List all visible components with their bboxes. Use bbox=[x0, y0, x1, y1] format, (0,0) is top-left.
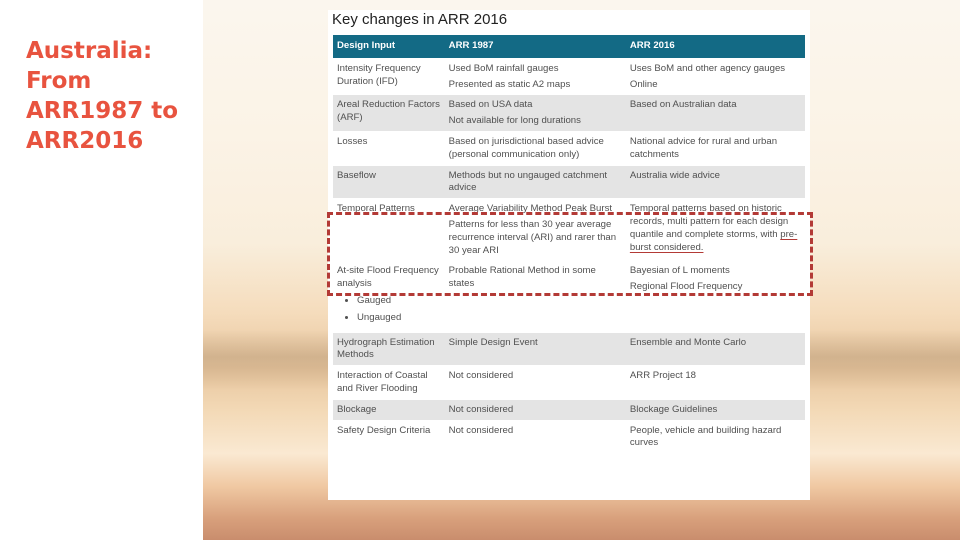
design-input-cell: Safety Design Criteria bbox=[333, 419, 445, 454]
cell-text: Temporal patterns based on historic reco… bbox=[629, 203, 789, 240]
table-row: Interaction of Coastal and River Floodin… bbox=[333, 365, 805, 400]
arr2016-cell: Blockage Guidelines bbox=[625, 398, 805, 421]
cell-line: National advice for rural and urban catc… bbox=[629, 135, 778, 160]
arr2016-cell: Ensemble and Monte Carlo bbox=[625, 331, 805, 366]
left-panel: Australia: From ARR1987 to ARR2016 bbox=[0, 0, 203, 540]
arr1987-cell: Not considered bbox=[444, 365, 626, 400]
table-row: Areal Reduction Factors (ARF) Based on U… bbox=[333, 94, 805, 132]
cell-line: Methods but no ungauged catchment advice bbox=[448, 169, 608, 194]
design-input-cell: Interaction of Coastal and River Floodin… bbox=[333, 365, 445, 400]
arr1987-cell: Methods but no ungauged catchment advice bbox=[444, 164, 626, 199]
bullet-list: Gauged Ungauged bbox=[337, 295, 441, 325]
cell-line: Patterns for less than 30 year average r… bbox=[448, 218, 617, 256]
document-image: Key changes in ARR 2016 Design Input ARR… bbox=[328, 10, 810, 500]
arr2016-cell: National advice for rural and urban catc… bbox=[625, 130, 805, 166]
arr1987-cell: Based on jurisdictional based advice (pe… bbox=[444, 130, 626, 166]
arr1987-cell: Simple Design Event bbox=[444, 331, 626, 366]
arr2016-cell: Temporal patterns based on historic reco… bbox=[625, 198, 805, 261]
arr1987-cell: Not considered bbox=[444, 419, 626, 454]
cell-line: Used BoM rainfall gauges bbox=[448, 62, 559, 74]
column-header: ARR 2016 bbox=[625, 35, 805, 59]
bullet-item: Ungauged bbox=[357, 312, 441, 325]
column-header: Design Input bbox=[333, 35, 445, 59]
cell-line: Australia wide advice bbox=[629, 169, 720, 181]
design-input-cell: Blockage bbox=[333, 398, 445, 421]
cell-line: Average Variability Method Peak Burst bbox=[448, 203, 613, 215]
cell-line: Not considered bbox=[448, 370, 514, 382]
table-row: Hydrograph Estimation Methods Simple Des… bbox=[333, 331, 805, 366]
cell-line: Not considered bbox=[448, 403, 514, 415]
changes-table: Design Input ARR 1987 ARR 2016 Intensity… bbox=[333, 35, 805, 454]
cell-line: At-site Flood Frequency analysis bbox=[337, 265, 439, 290]
cell-line: Based on USA data bbox=[448, 99, 533, 111]
underlined-text: pre-burst considered. bbox=[629, 228, 798, 253]
bullet-item: Gauged bbox=[357, 295, 441, 308]
cell-line: Not considered bbox=[448, 424, 514, 436]
table-row: Intensity Frequency Duration (IFD) Used … bbox=[333, 57, 805, 95]
arr1987-cell: Average Variability Method Peak Burst Pa… bbox=[444, 198, 626, 261]
design-input-cell: At-site Flood Frequency analysis Gauged … bbox=[333, 260, 445, 333]
cell-line: Blockage Guidelines bbox=[629, 403, 718, 415]
cell-line: Bayesian of L moments bbox=[629, 265, 730, 277]
table-header-row: Design Input ARR 1987 ARR 2016 bbox=[333, 35, 805, 59]
arr2016-cell: Bayesian of L moments Regional Flood Fre… bbox=[625, 260, 805, 333]
table-row: Temporal Patterns Average Variability Me… bbox=[333, 198, 805, 261]
slide-title: Australia: From ARR1987 to ARR2016 bbox=[26, 38, 179, 154]
column-header: ARR 1987 bbox=[444, 35, 626, 59]
cell-line: Probable Rational Method in some states bbox=[448, 265, 596, 290]
cell-line: Presented as static A2 maps bbox=[448, 78, 571, 90]
design-input-cell: Losses bbox=[333, 130, 445, 166]
cell-line: Based on jurisdictional based advice (pe… bbox=[448, 135, 604, 160]
cell-line: Based on Australian data bbox=[629, 99, 737, 111]
table-row: At-site Flood Frequency analysis Gauged … bbox=[333, 260, 805, 333]
design-input-cell: Baseflow bbox=[333, 164, 445, 199]
design-input-cell: Areal Reduction Factors (ARF) bbox=[333, 94, 445, 132]
cell-line: Regional Flood Frequency bbox=[629, 281, 743, 293]
arr2016-cell: Based on Australian data bbox=[625, 94, 805, 132]
arr1987-cell: Probable Rational Method in some states bbox=[444, 260, 626, 333]
table-row: Safety Design Criteria Not considered Pe… bbox=[333, 419, 805, 454]
cell-line: Uses BoM and other agency gauges bbox=[629, 62, 786, 74]
design-input-cell: Intensity Frequency Duration (IFD) bbox=[333, 57, 445, 95]
arr2016-cell: People, vehicle and building hazard curv… bbox=[625, 419, 805, 454]
cell-line: People, vehicle and building hazard curv… bbox=[629, 424, 782, 449]
table-row: Baseflow Methods but no ungauged catchme… bbox=[333, 164, 805, 199]
cell-line: Ensemble and Monte Carlo bbox=[629, 336, 747, 348]
cell-line: Simple Design Event bbox=[448, 336, 538, 348]
arr2016-cell: Uses BoM and other agency gauges Online bbox=[625, 57, 805, 95]
arr2016-cell: Australia wide advice bbox=[625, 164, 805, 199]
arr1987-cell: Used BoM rainfall gauges Presented as st… bbox=[444, 57, 626, 95]
design-input-cell: Hydrograph Estimation Methods bbox=[333, 331, 445, 366]
arr2016-cell: ARR Project 18 bbox=[625, 365, 805, 400]
cell-line: Online bbox=[629, 78, 658, 90]
arr1987-cell: Based on USA data Not available for long… bbox=[444, 94, 626, 132]
design-input-cell: Temporal Patterns bbox=[333, 198, 445, 261]
cell-line: ARR Project 18 bbox=[629, 370, 696, 382]
table-row: Blockage Not considered Blockage Guideli… bbox=[333, 398, 805, 421]
arr1987-cell: Not considered bbox=[444, 398, 626, 421]
cell-line: Not available for long durations bbox=[448, 115, 581, 127]
document-heading: Key changes in ARR 2016 bbox=[332, 11, 508, 28]
table-row: Losses Based on jurisdictional based adv… bbox=[333, 130, 805, 166]
